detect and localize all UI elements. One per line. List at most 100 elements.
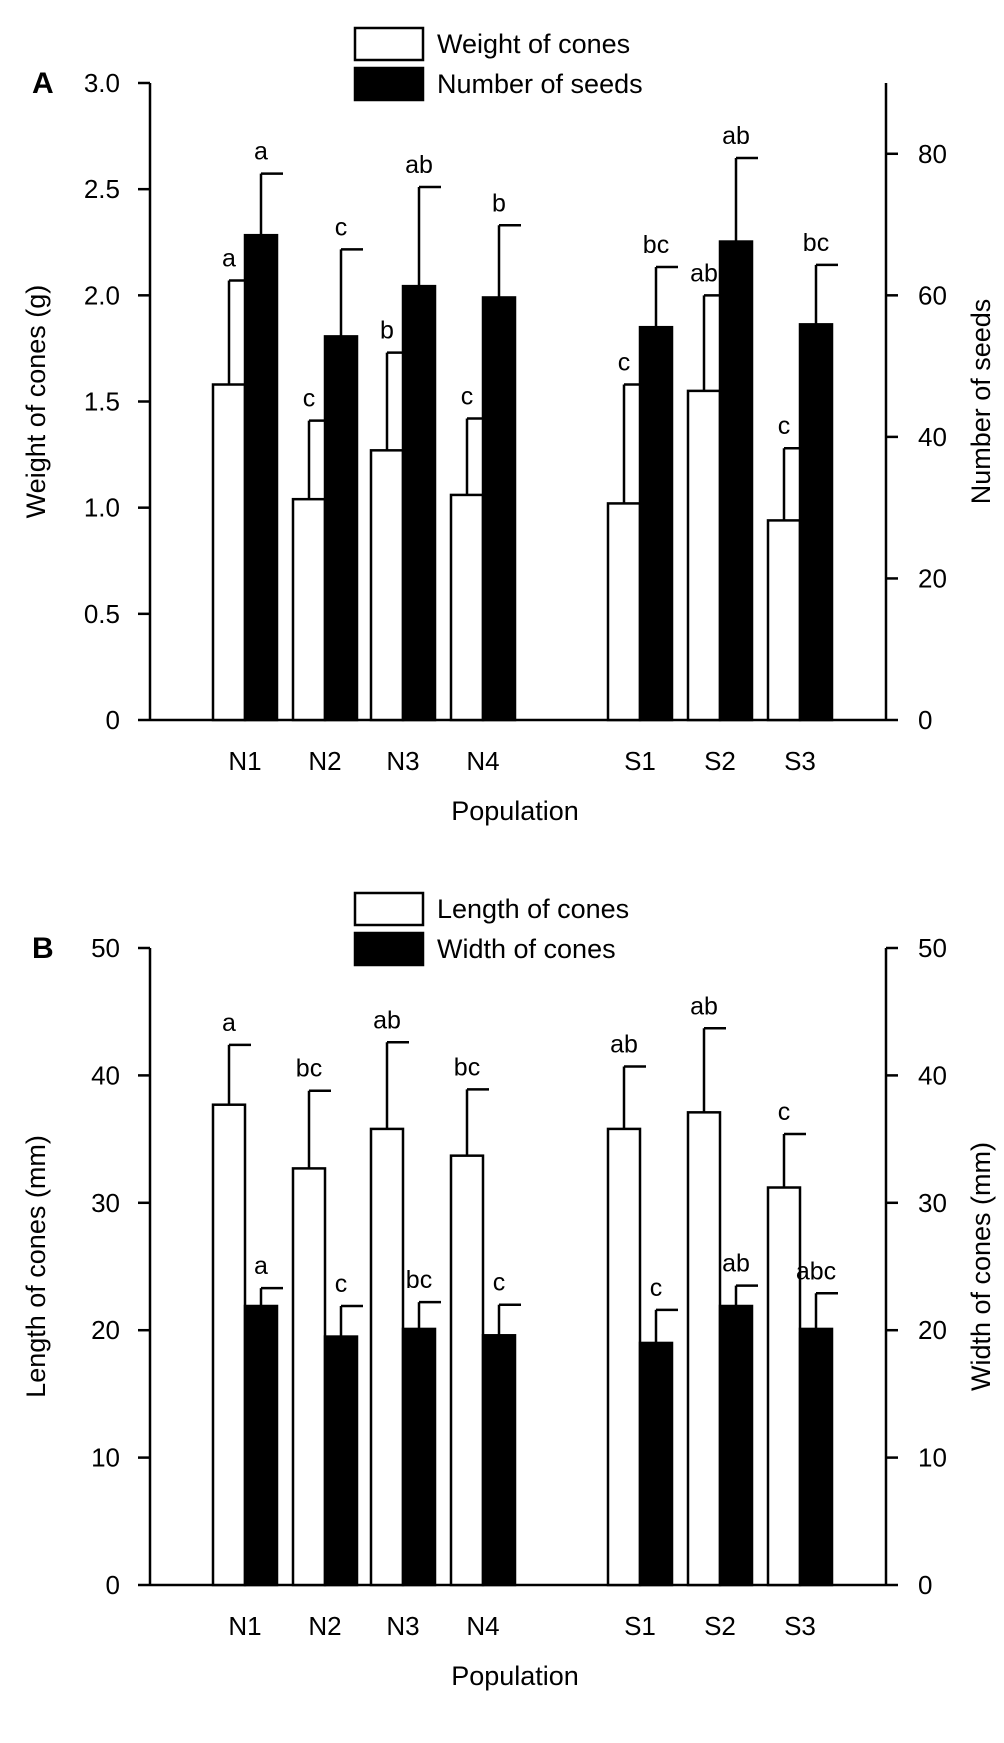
- bar: [323, 335, 359, 722]
- bar: [686, 1111, 722, 1587]
- bar: [291, 497, 327, 722]
- legend-swatch: [353, 66, 425, 102]
- significance-letter: c: [778, 412, 791, 440]
- left-y-tick-label: 1.5: [84, 387, 120, 417]
- bar: [798, 1327, 834, 1587]
- right-y-tick-label: 40: [918, 1060, 947, 1090]
- significance-letter: c: [618, 349, 631, 377]
- panel-label: B: [32, 932, 54, 965]
- legend-swatch: [353, 26, 425, 62]
- bar: [638, 1341, 674, 1587]
- left-y-tick-label: 0: [106, 1570, 120, 1600]
- left-y-tick-label: 0.5: [84, 599, 120, 629]
- left-y-axis-label: Length of cones (mm): [21, 1135, 51, 1398]
- bar: [211, 1103, 247, 1587]
- left-y-tick-label: 10: [91, 1443, 120, 1473]
- significance-letter: c: [778, 1098, 791, 1126]
- legend-swatch: [353, 891, 425, 927]
- significance-letter: c: [303, 385, 316, 413]
- x-tick-label: N3: [386, 1611, 419, 1641]
- bar: [369, 449, 405, 722]
- panel-a-chart: A 0 0.5 1.0 1.5 2.0 2.5 3.0 0 20 40 60 80 N1 N2 N3 N4 S1 S…: [21, 26, 996, 826]
- left-y-tick-label: 1.0: [84, 493, 120, 523]
- significance-letter: abc: [796, 1257, 836, 1285]
- significance-letter: c: [493, 1269, 506, 1297]
- bar: [718, 1304, 754, 1587]
- significance-letter: c: [461, 382, 474, 410]
- legend-label: Weight of cones: [437, 29, 630, 59]
- bar: [211, 383, 247, 722]
- significance-letter: bc: [454, 1053, 480, 1081]
- significance-letter: c: [650, 1274, 663, 1302]
- left-y-tick-label: 20: [91, 1315, 120, 1345]
- right-y-tick-label: 0: [918, 705, 932, 735]
- right-y-tick-label: 80: [918, 139, 947, 169]
- x-tick-label: N1: [228, 746, 261, 776]
- right-y-tick-label: 20: [918, 1315, 947, 1345]
- bar: [606, 1127, 642, 1587]
- x-tick-label: N3: [386, 746, 419, 776]
- bar: [798, 323, 834, 722]
- right-y-tick-label: 40: [918, 422, 947, 452]
- right-y-tick-label: 60: [918, 280, 947, 310]
- right-y-tick-label: 50: [918, 933, 947, 963]
- significance-letter: bc: [406, 1266, 432, 1294]
- significance-letter: b: [492, 189, 506, 217]
- significance-letter: b: [380, 317, 394, 345]
- significance-letter: bc: [643, 231, 669, 259]
- significance-letter: ab: [722, 1250, 750, 1278]
- x-tick-label: S3: [784, 746, 816, 776]
- legend-label: Number of seeds: [437, 69, 643, 99]
- right-y-tick-label: 10: [918, 1443, 947, 1473]
- bar: [481, 296, 517, 722]
- right-y-axis-label: Number of seeds: [966, 299, 996, 505]
- left-y-tick-label: 3.0: [84, 68, 120, 98]
- significance-letter: bc: [803, 229, 829, 257]
- x-tick-label: S3: [784, 1611, 816, 1641]
- significance-letter: a: [222, 1009, 236, 1037]
- x-tick-label: S2: [704, 746, 736, 776]
- bar: [291, 1167, 327, 1587]
- left-y-tick-label: 0: [106, 705, 120, 735]
- right-y-tick-label: 30: [918, 1188, 947, 1218]
- significance-letter: ab: [722, 122, 750, 150]
- bar: [718, 240, 754, 722]
- left-y-tick-label: 2.5: [84, 174, 120, 204]
- significance-letter: c: [335, 213, 348, 241]
- legend-swatch: [353, 931, 425, 967]
- significance-letter: a: [254, 138, 268, 166]
- bar: [766, 1186, 802, 1587]
- significance-letter: ab: [405, 151, 433, 179]
- bar: [638, 325, 674, 722]
- left-y-tick-label: 40: [91, 1060, 120, 1090]
- significance-letter: ab: [690, 259, 718, 287]
- x-axis-label: Population: [451, 1661, 579, 1691]
- bar: [401, 284, 437, 722]
- significance-letter: ab: [610, 1030, 638, 1058]
- bar: [369, 1127, 405, 1587]
- bar: [481, 1334, 517, 1587]
- x-tick-label: S1: [624, 1611, 656, 1641]
- bar: [606, 502, 642, 722]
- right-y-tick-label: 0: [918, 1570, 932, 1600]
- legend-label: Length of cones: [437, 894, 629, 924]
- legend-label: Width of cones: [437, 934, 616, 964]
- right-y-axis-label: Width of cones (mm): [966, 1142, 996, 1391]
- significance-letter: c: [335, 1270, 348, 1298]
- x-tick-label: N2: [308, 1611, 341, 1641]
- x-tick-label: N4: [466, 1611, 499, 1641]
- panel-label: A: [32, 67, 54, 100]
- significance-letter: a: [222, 244, 236, 272]
- x-tick-label: N4: [466, 746, 499, 776]
- bar: [243, 233, 279, 722]
- panel-b-chart: B 0 10 20 30 40 50 0 10 20 30 40 50 N1 N2 N3 N4 S1 S2 S3 Pop…: [21, 891, 996, 1691]
- bar: [323, 1335, 359, 1587]
- x-tick-label: N1: [228, 1611, 261, 1641]
- left-y-axis-label: Weight of cones (g): [21, 285, 51, 519]
- x-axis-label: Population: [451, 796, 579, 826]
- bar: [766, 519, 802, 722]
- left-y-tick-label: 2.0: [84, 280, 120, 310]
- x-tick-label: S2: [704, 1611, 736, 1641]
- left-y-tick-label: 50: [91, 933, 120, 963]
